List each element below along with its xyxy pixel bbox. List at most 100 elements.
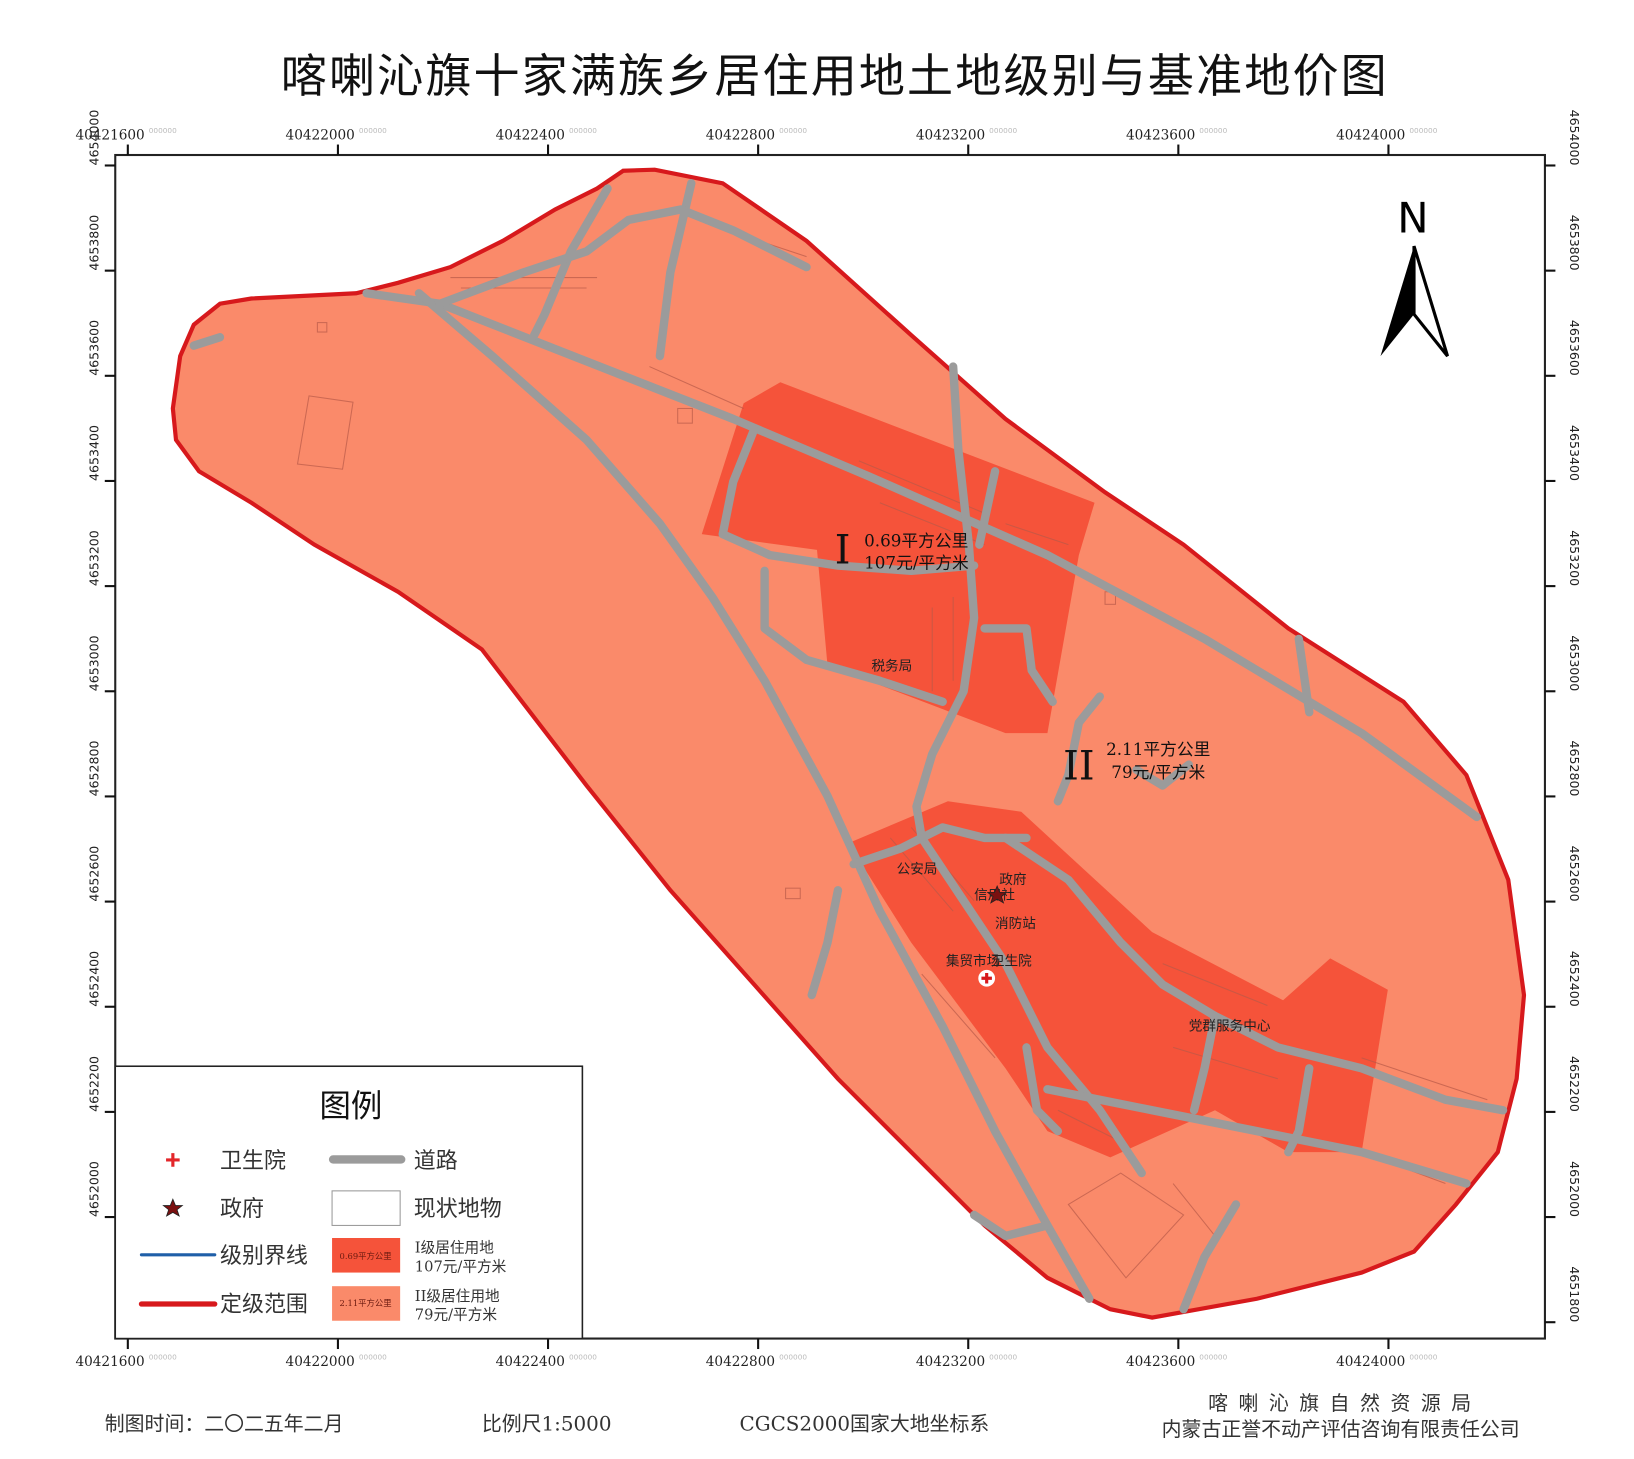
- x-tick-suffix: 000000: [149, 1352, 177, 1361]
- place-market[interactable]: 集贸市场: [946, 953, 1000, 970]
- zone-label-2: II 2.11平方公里 79元/平方米: [1063, 739, 1210, 789]
- legend-extent-label: 定级范围: [220, 1292, 308, 1317]
- x-tick-suffix: 000000: [359, 126, 387, 135]
- x-tick-suffix: 000000: [1409, 126, 1437, 135]
- zone-price: 79元/平方米: [1111, 762, 1205, 782]
- y-tick-label: 4652400: [1567, 951, 1582, 1007]
- roads: [189, 179, 1508, 1314]
- y-tick-label: 4653600: [86, 320, 101, 376]
- north-arrow-icon: [1380, 246, 1415, 357]
- level-2-swatch-text: 2.11平方公里: [340, 1298, 392, 1308]
- x-tick-suffix: 000000: [779, 126, 807, 135]
- clinic-cross-icon: [166, 1153, 180, 1167]
- x-tick-label: 40424000: [1336, 127, 1405, 143]
- zone-area: 0.69平方公里: [864, 531, 968, 551]
- map-crs: CGCS2000国家大地坐标系: [739, 1413, 989, 1436]
- y-tick-label: 4653800: [86, 215, 101, 271]
- y-tick-label: 4653000: [1567, 635, 1582, 691]
- y-tick-label: 4653600: [1567, 320, 1582, 376]
- legend-level-line-label: 级别界线: [220, 1244, 308, 1269]
- x-tick-suffix: 000000: [1199, 126, 1227, 135]
- level-1-swatch-text: 0.69平方公里: [340, 1251, 392, 1261]
- zone-label-1: I 0.69平方公里 107元/平方米: [835, 527, 969, 573]
- y-tick-label: 4652000: [86, 1161, 101, 1217]
- map-title: 喀喇沁旗十家满族乡居住用地土地级别与基准地价图: [281, 49, 1389, 103]
- legend-government-label: 政府: [220, 1197, 264, 1222]
- y-tick-label: 4653400: [86, 425, 101, 481]
- place-clinic[interactable]: 卫生院: [991, 954, 1032, 970]
- level-1-zone-south[interactable]: [848, 801, 1388, 1158]
- y-tick-label: 4653400: [1567, 425, 1582, 481]
- x-tick-suffix: 000000: [569, 126, 597, 135]
- x-tick-suffix: 000000: [149, 126, 177, 135]
- place-tax-bureau[interactable]: 税务局: [871, 658, 912, 674]
- x-tick-suffix: 000000: [989, 1352, 1017, 1361]
- y-tick-label: 4652800: [1567, 741, 1582, 797]
- legend-level-1-line2: 107元/平方米: [415, 1259, 507, 1276]
- x-tick-label: 40423200: [916, 1354, 985, 1370]
- y-tick-label: 4653000: [86, 635, 101, 691]
- feature-swatch: [331, 1190, 401, 1226]
- y-tick-label: 4652600: [1567, 846, 1582, 902]
- y-tick-label: 4653200: [1567, 530, 1582, 586]
- x-tick-suffix: 000000: [989, 126, 1017, 135]
- x-tick-label: 40422000: [286, 1354, 355, 1370]
- org-name-2: 内蒙古正誉不动产评估咨询有限责任公司: [1162, 1418, 1520, 1441]
- x-tick-label: 40424000: [1336, 1354, 1405, 1370]
- place-labels: 税务局 公安局 政府 信用社 消防站 集贸市场 卫生院 党群服务中心: [871, 658, 1270, 1034]
- y-tick-label: 4654000: [86, 110, 101, 166]
- legend: 图例 卫生院 道路 政府 现状地物 级别界线 0.69平方公里 I级居住用地 1…: [114, 1065, 584, 1340]
- y-tick-label: 4654000: [1567, 110, 1582, 166]
- y-tick-label: 4652000: [1567, 1161, 1582, 1217]
- y-tick-label: 4653800: [1567, 215, 1582, 271]
- x-tick-suffix: 000000: [569, 1352, 597, 1361]
- x-tick-label: 40422400: [496, 1354, 565, 1370]
- zone-price: 107元/平方米: [864, 553, 969, 573]
- y-tick-label: 4652800: [86, 741, 101, 797]
- map-scale: 比例尺1:5000: [482, 1413, 612, 1436]
- legend-feature-label: 现状地物: [414, 1197, 502, 1222]
- place-police[interactable]: 公安局: [897, 862, 938, 878]
- x-tick-label: 40421600: [75, 127, 144, 143]
- legend-title: 图例: [320, 1089, 383, 1125]
- place-fire-station[interactable]: 消防站: [995, 916, 1036, 932]
- place-service-center[interactable]: 党群服务中心: [1189, 1019, 1271, 1035]
- legend-clinic-label: 卫生院: [220, 1149, 286, 1174]
- x-tick-label: 40422800: [706, 1354, 775, 1370]
- north-label: N: [1397, 194, 1428, 243]
- government-star-icon[interactable]: [986, 884, 1008, 904]
- zone-area: 2.11平方公里: [1106, 739, 1210, 759]
- x-tick-label: 40421600: [75, 1354, 144, 1370]
- x-tick-label: 40422800: [706, 127, 775, 143]
- org-name-1: 喀 喇 沁 旗 自 然 资 源 局: [1208, 1392, 1473, 1415]
- x-tick-suffix: 000000: [359, 1352, 387, 1361]
- x-tick-suffix: 000000: [1409, 1352, 1437, 1361]
- x-tick-suffix: 000000: [779, 1352, 807, 1361]
- level-1-swatch: [332, 1238, 401, 1273]
- place-government[interactable]: 政府: [999, 872, 1026, 888]
- clinic-cross-icon[interactable]: [978, 969, 996, 987]
- y-tick-label: 4652200: [1567, 1056, 1582, 1112]
- y-tick-label: 4652400: [86, 951, 101, 1007]
- x-tick-label: 40422400: [496, 127, 565, 143]
- coordinate-ticks: 40421600 000000 40421600 000000 40422000 0000…: [75, 110, 1582, 1370]
- x-tick-label: 40423200: [916, 127, 985, 143]
- legend-level-1-line1: I级居住用地: [415, 1240, 494, 1257]
- government-star-icon: [162, 1198, 184, 1217]
- x-tick-suffix: 000000: [1199, 1352, 1227, 1361]
- legend-level-2-line1: II级居住用地: [415, 1288, 500, 1305]
- level-2-swatch: [332, 1286, 401, 1321]
- y-tick-label: 4652600: [86, 846, 101, 902]
- x-tick-label: 40422000: [286, 127, 355, 143]
- map-date: 制图时间：二〇二五年二月: [105, 1413, 344, 1436]
- legend-road-label: 道路: [414, 1149, 458, 1174]
- y-tick-label: 4652200: [86, 1056, 101, 1112]
- zone-level-numeral: II: [1063, 743, 1094, 789]
- zone-level-numeral: I: [835, 527, 851, 573]
- x-tick-label: 40423600: [1126, 1354, 1195, 1370]
- x-tick-label: 40423600: [1126, 127, 1195, 143]
- north-arrow: N: [1380, 194, 1450, 358]
- y-tick-label: 4653200: [86, 530, 101, 586]
- legend-level-2-line2: 79元/平方米: [415, 1307, 498, 1324]
